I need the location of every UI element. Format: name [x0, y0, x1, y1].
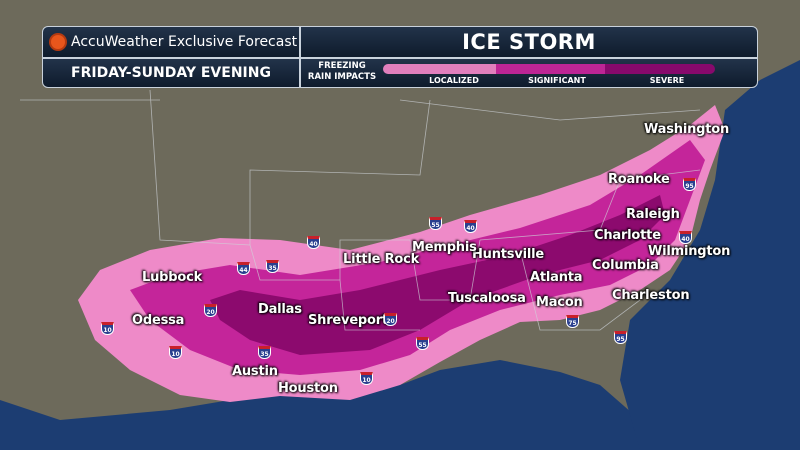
city-columbia: Columbia — [592, 258, 659, 273]
legend-label-localized: LOCALIZED — [429, 76, 479, 85]
city-washington: Washington — [644, 122, 730, 137]
city-wilmington: Wilmington — [648, 244, 731, 259]
interstate-shield: 10 — [360, 372, 373, 385]
city-lubbock: Lubbock — [142, 270, 203, 285]
interstate-shield: 35 — [258, 346, 271, 359]
city-odessa: Odessa — [132, 313, 185, 328]
interstate-shield: 55 — [429, 217, 442, 230]
interstate-shield: 20 — [384, 313, 397, 326]
state-borders — [20, 89, 701, 331]
interstate-shield: 40 — [307, 236, 320, 249]
city-austin: Austin — [232, 364, 278, 379]
legend-label-severe: SEVERE — [649, 76, 685, 85]
legend: FREEZING RAIN IMPACTS LOCALIZED SIGNIFIC… — [300, 58, 758, 88]
interstate-shield: 44 — [237, 262, 250, 275]
legend-swatch-severe — [605, 64, 715, 74]
ocean-atlantic — [620, 60, 800, 450]
impact-severe — [210, 195, 665, 355]
sun-logo-icon — [51, 35, 65, 49]
interstate-shield: 35 — [266, 260, 279, 273]
city-tuscaloosa: Tuscaloosa — [448, 291, 526, 306]
interstate-shield: 40 — [464, 220, 477, 233]
city-houston: Houston — [278, 381, 338, 396]
city-macon: Macon — [536, 295, 583, 310]
interstate-shield: 95 — [614, 331, 627, 344]
interstate-shield: 55 — [416, 337, 429, 350]
city-raleigh: Raleigh — [626, 207, 680, 222]
city-charlotte: Charlotte — [594, 228, 661, 243]
interstate-shield: 75 — [566, 315, 579, 328]
city-atlanta: Atlanta — [530, 270, 583, 285]
interstate-shield: 40 — [679, 231, 692, 244]
legend-swatch-localized — [383, 64, 496, 74]
legend-label-significant: SIGNIFICANT — [528, 76, 586, 85]
legend-bar — [383, 64, 715, 74]
city-roanoke: Roanoke — [608, 172, 670, 187]
interstate-shield: 95 — [683, 178, 696, 191]
interstate-shield: 20 — [204, 304, 217, 317]
forecast-period: FRIDAY-SUNDAY EVENING — [42, 58, 300, 88]
brand-header: AccuWeather Exclusive Forecast — [42, 26, 300, 58]
city-little-rock: Little Rock — [343, 252, 420, 267]
city-memphis: Memphis — [412, 240, 477, 255]
brand-label: AccuWeather Exclusive Forecast — [71, 34, 298, 50]
city-huntsville: Huntsville — [472, 247, 545, 262]
ocean-gulf — [0, 360, 650, 450]
legend-title: FREEZING RAIN IMPACTS — [307, 61, 377, 82]
city-charleston: Charleston — [612, 288, 690, 303]
city-shreveport: Shreveport — [308, 313, 388, 328]
map-title: ICE STORM — [300, 26, 758, 58]
interstate-shield: 10 — [169, 346, 182, 359]
interstate-shield: 10 — [101, 322, 114, 335]
city-dallas: Dallas — [258, 302, 302, 317]
legend-swatch-significant — [495, 64, 606, 74]
